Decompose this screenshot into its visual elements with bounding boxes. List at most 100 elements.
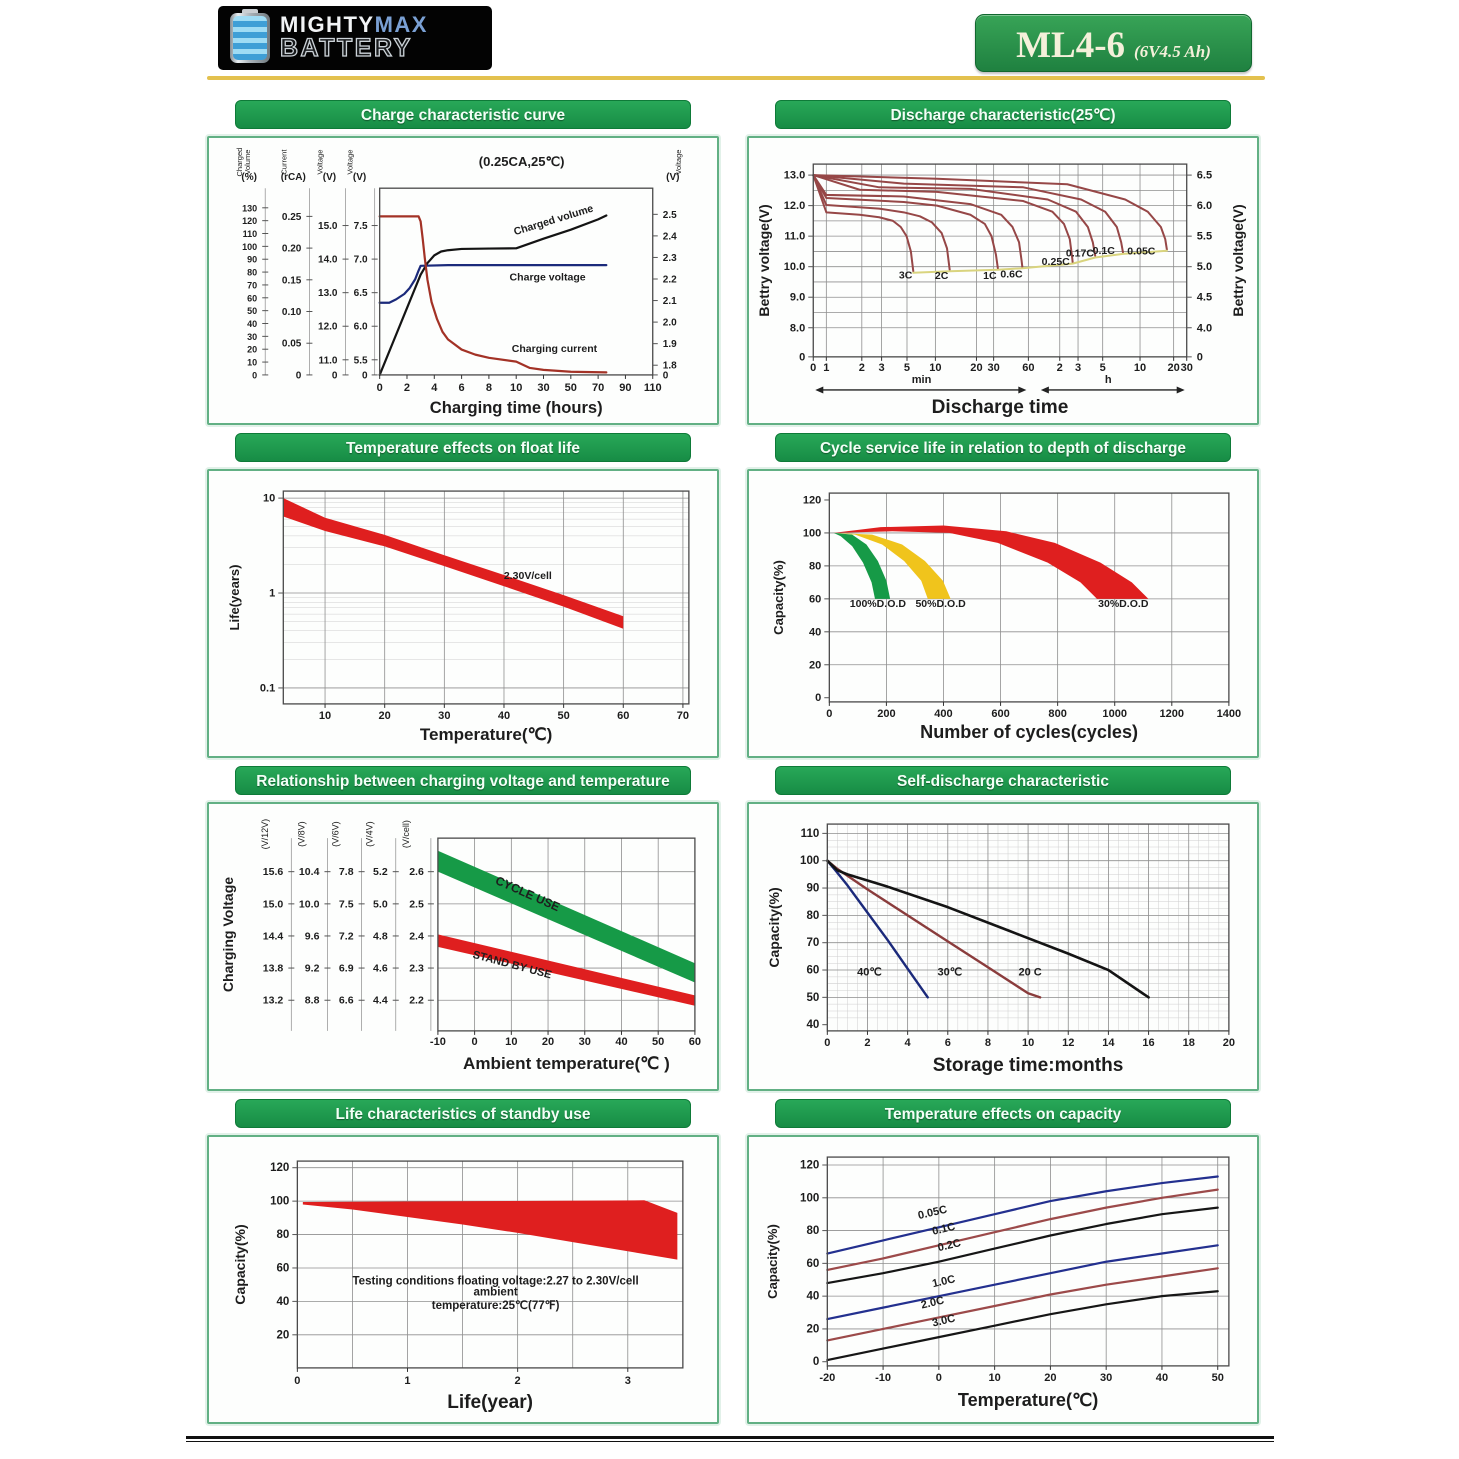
svg-text:Bettry voltage(V): Bettry voltage(V): [1230, 204, 1246, 316]
svg-text:80: 80: [247, 268, 257, 278]
svg-text:70: 70: [806, 937, 819, 949]
svg-text:110: 110: [801, 828, 820, 840]
svg-text:8: 8: [985, 1037, 991, 1049]
svg-text:0.15: 0.15: [282, 275, 302, 286]
svg-text:(V/4V): (V/4V): [365, 822, 375, 848]
section-temperature-capacity: Temperature effects on capacity -20 -10 0 1…: [747, 1099, 1259, 1425]
svg-text:2.0C: 2.0C: [920, 1295, 945, 1312]
svg-text:60: 60: [806, 1258, 819, 1270]
svg-text:1.9: 1.9: [663, 339, 677, 350]
svg-text:0: 0: [294, 1375, 300, 1387]
svg-text:12.0: 12.0: [318, 322, 338, 333]
svg-text:2.2: 2.2: [409, 995, 424, 1007]
model-number: ML4-6: [1016, 25, 1126, 66]
svg-text:2.5: 2.5: [409, 899, 424, 911]
svg-text:120: 120: [242, 216, 257, 226]
svg-text:16: 16: [1142, 1037, 1154, 1049]
svg-text:(V/8V): (V/8V): [296, 822, 306, 848]
svg-text:10: 10: [505, 1036, 517, 1048]
section-charging-voltage: Relationship between charging voltage an…: [207, 766, 719, 1092]
svg-text:40: 40: [498, 710, 510, 722]
svg-text:60: 60: [276, 1263, 289, 1275]
svg-text:30%D.O.D: 30%D.O.D: [1098, 598, 1149, 610]
charging-voltage-chart: -10 0 10 20 30 40 50 60 Ambient temperature(℃ ) 1…: [220, 819, 701, 1073]
svg-text:0.05C: 0.05C: [1127, 245, 1155, 257]
svg-text:60: 60: [809, 593, 821, 605]
svg-text:0.25C: 0.25C: [1042, 256, 1070, 268]
svg-text:5: 5: [1100, 362, 1106, 374]
svg-text:Charging current: Charging current: [512, 343, 598, 355]
svg-text:1400: 1400: [1217, 708, 1242, 720]
svg-text:70: 70: [592, 382, 604, 394]
svg-text:15.0: 15.0: [263, 899, 284, 911]
chart-title-charging-voltage: Relationship between charging voltage an…: [235, 766, 691, 796]
brand-top-line: MIGHTYMAX: [280, 12, 428, 38]
svg-text:0: 0: [826, 708, 832, 720]
svg-text:1C: 1C: [983, 270, 997, 282]
svg-text:2C: 2C: [935, 270, 949, 282]
svg-text:0.1C: 0.1C: [1093, 245, 1116, 257]
svg-text:90: 90: [619, 382, 631, 394]
svg-text:30: 30: [579, 1036, 591, 1048]
svg-text:10.0: 10.0: [299, 899, 320, 911]
svg-text:90: 90: [247, 255, 257, 265]
charts-grid: Charge characteristic curve 0 2 4 6 8 10 30 50 7…: [207, 100, 1259, 1425]
svg-text:5.2: 5.2: [373, 866, 388, 878]
svg-text:5.5: 5.5: [354, 355, 368, 366]
svg-text:5.0: 5.0: [373, 899, 388, 911]
svg-text:0: 0: [332, 370, 338, 381]
section-self-discharge: Self-discharge characteristic 0 2 4 6 8 10 12 1…: [747, 766, 1259, 1092]
svg-text:1: 1: [404, 1375, 410, 1387]
svg-text:(V): (V): [323, 172, 336, 183]
float-life-chart: 10 20 30 40 50 60 70 Temperature(℃) 10 1 0.1 Life(y…: [227, 490, 690, 744]
chart-title-temperature-capacity: Temperature effects on capacity: [775, 1099, 1231, 1129]
svg-text:0.17C: 0.17C: [1066, 248, 1094, 260]
svg-text:Ambient temperature(℃ ): Ambient temperature(℃ ): [463, 1054, 670, 1073]
svg-text:18: 18: [1183, 1037, 1195, 1049]
svg-text:10: 10: [1022, 1037, 1034, 1049]
svg-text:10.4: 10.4: [299, 866, 320, 878]
svg-text:6.0: 6.0: [354, 322, 368, 333]
svg-text:30: 30: [1181, 362, 1193, 374]
svg-text:7.5: 7.5: [354, 221, 368, 232]
svg-text:3C: 3C: [899, 269, 913, 281]
svg-text:12: 12: [1062, 1037, 1074, 1049]
svg-text:Discharge time: Discharge time: [932, 397, 1069, 418]
svg-text:6.0: 6.0: [1197, 200, 1212, 212]
svg-text:50: 50: [652, 1036, 664, 1048]
svg-text:1.8: 1.8: [663, 361, 677, 372]
svg-text:20: 20: [1044, 1372, 1056, 1384]
svg-text:800: 800: [1048, 708, 1066, 720]
svg-text:Current: Current: [279, 149, 288, 175]
svg-text:Number of cycles(cycles): Number of cycles(cycles): [920, 722, 1138, 742]
svg-text:60: 60: [689, 1036, 701, 1048]
standby-life-chart: 0 1 2 3 Life(year) 120 100 80 60 40 20 Capacity(%) T…: [232, 1160, 684, 1413]
svg-text:4.4: 4.4: [373, 995, 388, 1007]
svg-text:0: 0: [813, 1357, 819, 1369]
svg-text:100: 100: [800, 1193, 819, 1205]
svg-text:50%D.O.D: 50%D.O.D: [915, 598, 966, 610]
svg-text:50: 50: [557, 710, 569, 722]
svg-text:2.30V/cell: 2.30V/cell: [504, 570, 552, 582]
svg-text:50: 50: [1212, 1372, 1224, 1384]
svg-text:40: 40: [806, 1019, 819, 1031]
chart-panel-charging-voltage: -10 0 10 20 30 40 50 60 Ambient temperature(℃ ) 1…: [207, 802, 719, 1092]
svg-text:130: 130: [242, 203, 257, 213]
svg-text:12.0: 12.0: [784, 200, 805, 212]
svg-text:Capacity(%): Capacity(%): [765, 1224, 780, 1299]
svg-text:9.6: 9.6: [305, 931, 320, 943]
chart-title-charge: Charge characteristic curve: [235, 100, 691, 129]
svg-text:110: 110: [644, 382, 662, 394]
svg-text:1: 1: [269, 588, 275, 600]
svg-text:50: 50: [806, 992, 819, 1004]
chart-panel-standby-life: 0 1 2 3 Life(year) 120 100 80 60 40 20 Capacity(%) T…: [207, 1135, 719, 1425]
svg-text:14: 14: [1102, 1037, 1115, 1049]
svg-text:1.0C: 1.0C: [931, 1274, 956, 1291]
svg-text:Capacity(%): Capacity(%): [232, 1225, 248, 1305]
svg-text:40: 40: [247, 319, 257, 329]
svg-text:13.0: 13.0: [784, 170, 805, 182]
svg-text:30: 30: [438, 710, 450, 722]
svg-text:80: 80: [806, 1225, 819, 1237]
svg-text:3.0C: 3.0C: [931, 1313, 956, 1330]
